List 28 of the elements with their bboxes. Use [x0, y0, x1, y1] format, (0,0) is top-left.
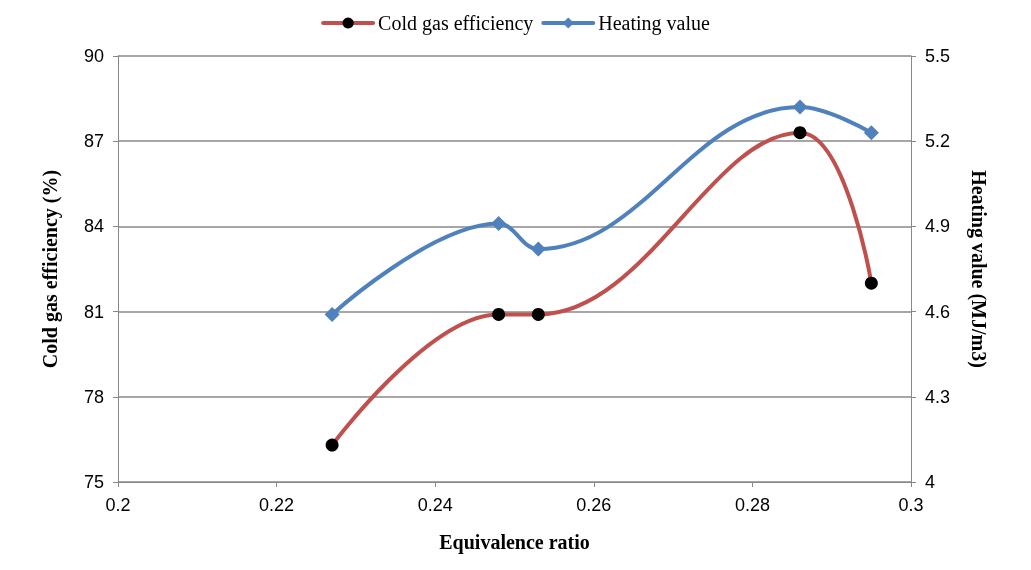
y-axis-title: Cold gas efficiency (%)	[39, 169, 62, 369]
y2-tick-label: 4.3	[925, 386, 951, 407]
y2-tick-label: 5.5	[925, 46, 951, 66]
x-tick-label: 0.28	[734, 495, 770, 515]
y2-axis-title: Heating value (MJ/m3)	[967, 170, 990, 368]
y-tick-label: 81	[83, 301, 104, 322]
y-tick-label: 75	[83, 472, 104, 492]
x-tick-label: 0.2	[105, 495, 131, 515]
x-tick-label: 0.3	[898, 495, 924, 515]
point	[324, 306, 340, 322]
y2-tick-label: 4	[925, 472, 936, 492]
point	[491, 216, 507, 232]
y-tick-label: 78	[83, 386, 104, 407]
x-tick-label: 0.22	[259, 495, 295, 515]
y-tick-label: 84	[83, 216, 104, 237]
x-axis-title: Equivalence ratio	[439, 531, 590, 554]
y2-tick-label: 4.6	[925, 301, 951, 322]
x-tick-label: 0.24	[417, 495, 453, 515]
point	[530, 241, 546, 257]
y2-tick-label: 4.9	[925, 216, 951, 237]
point	[792, 99, 808, 115]
legend-label: Heating value	[598, 12, 710, 35]
point	[863, 125, 879, 141]
legend-label: Cold gas efficiency	[378, 12, 534, 35]
y-tick-label: 87	[83, 131, 104, 152]
y2-tick-label: 5.2	[925, 131, 951, 152]
x-tick-label: 0.26	[576, 495, 612, 515]
y-tick-label: 90	[83, 46, 104, 66]
